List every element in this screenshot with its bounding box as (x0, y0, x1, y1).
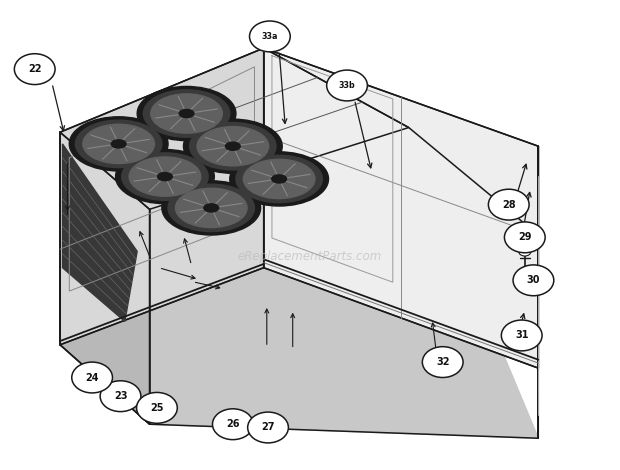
Ellipse shape (243, 159, 315, 199)
Ellipse shape (226, 142, 241, 150)
Text: 25: 25 (150, 403, 164, 413)
Text: 33a: 33a (262, 32, 278, 41)
Ellipse shape (111, 140, 126, 148)
Polygon shape (60, 132, 149, 424)
Circle shape (100, 381, 141, 412)
Circle shape (72, 362, 112, 393)
Text: 33b: 33b (339, 81, 355, 90)
Ellipse shape (76, 120, 162, 168)
Ellipse shape (168, 184, 254, 232)
Ellipse shape (129, 157, 201, 196)
Ellipse shape (190, 123, 276, 170)
Ellipse shape (162, 181, 260, 235)
Text: 27: 27 (261, 423, 275, 432)
Text: 26: 26 (226, 419, 239, 429)
Ellipse shape (143, 90, 230, 137)
Ellipse shape (115, 149, 215, 204)
Circle shape (213, 409, 253, 439)
Text: 23: 23 (113, 391, 127, 401)
Circle shape (518, 247, 531, 256)
Ellipse shape (69, 117, 168, 171)
Ellipse shape (179, 110, 194, 118)
Text: 22: 22 (28, 64, 42, 74)
Ellipse shape (184, 119, 282, 173)
Text: 30: 30 (526, 275, 540, 285)
Ellipse shape (236, 155, 322, 203)
Circle shape (136, 392, 177, 423)
Circle shape (14, 54, 55, 85)
Ellipse shape (175, 188, 247, 227)
Ellipse shape (197, 126, 268, 166)
Ellipse shape (272, 175, 286, 183)
Text: 28: 28 (502, 200, 516, 210)
Circle shape (249, 21, 290, 52)
Ellipse shape (204, 204, 219, 212)
Polygon shape (264, 48, 538, 368)
Text: eReplacementParts.com: eReplacementParts.com (238, 250, 382, 263)
Polygon shape (60, 48, 409, 209)
Polygon shape (264, 48, 538, 235)
Circle shape (513, 265, 554, 296)
Ellipse shape (230, 152, 329, 206)
Ellipse shape (137, 86, 236, 141)
Polygon shape (63, 144, 137, 321)
Text: 32: 32 (436, 357, 449, 367)
Circle shape (489, 189, 529, 220)
Circle shape (247, 412, 288, 443)
Circle shape (502, 320, 542, 351)
Circle shape (505, 222, 545, 253)
Ellipse shape (157, 172, 172, 180)
Text: 31: 31 (515, 330, 528, 340)
Ellipse shape (151, 94, 223, 133)
Ellipse shape (83, 124, 154, 164)
Text: 24: 24 (86, 373, 99, 383)
Text: 29: 29 (518, 232, 531, 243)
Ellipse shape (122, 153, 208, 200)
Circle shape (327, 70, 368, 101)
Polygon shape (60, 48, 264, 345)
Circle shape (422, 347, 463, 377)
Polygon shape (149, 127, 538, 438)
